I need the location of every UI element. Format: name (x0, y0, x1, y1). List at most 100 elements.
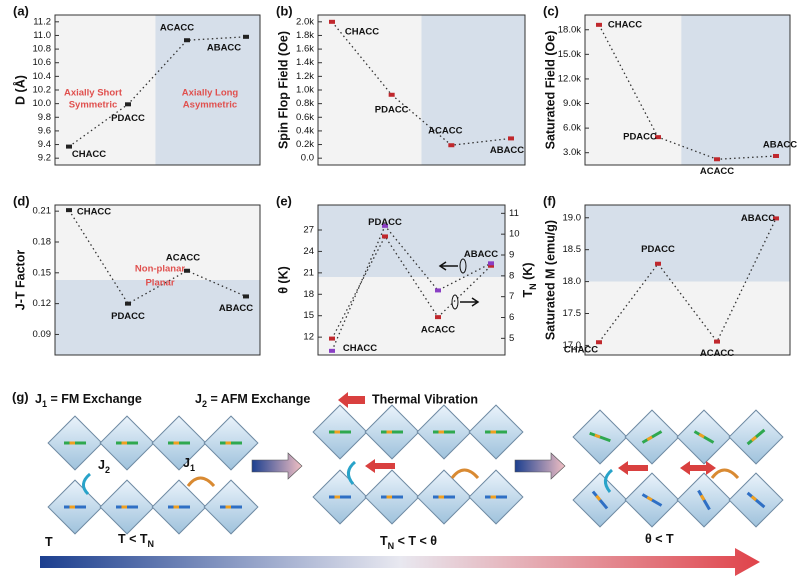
point-label: PDACC (111, 311, 145, 322)
state-label-part: T < T (118, 532, 148, 546)
vibration-arrow (618, 461, 648, 475)
shaded-region (155, 15, 260, 165)
y-tick-label: 0.8k (296, 98, 314, 109)
y2-tick-label: 7 (509, 291, 514, 302)
spin-arrow (594, 433, 601, 439)
y2-axis-title-part: (K) (521, 263, 535, 284)
y-tick-label: 0.6k (296, 112, 314, 123)
shaded-region (681, 15, 790, 165)
shaded-region (585, 205, 790, 282)
plot-frame (317, 204, 506, 356)
y-tick-label: 1.0k (296, 85, 314, 96)
shaded-region (318, 205, 505, 277)
y-tick-label: 0.12 (33, 298, 52, 309)
data-point (184, 268, 190, 273)
y-tick-label: 1.4k (296, 57, 314, 68)
panel-label: (f) (543, 193, 556, 208)
y-tick-label: 9.0k (563, 98, 581, 109)
data-point (773, 216, 779, 221)
y-tick-label: 24 (303, 246, 314, 257)
point-label: ACACC (428, 126, 462, 137)
state-label-part: N (388, 541, 395, 551)
spin-arrow (750, 495, 757, 502)
y-axis-title: Saturated M (emu/g) (543, 220, 557, 340)
j1-label-part: J (183, 456, 190, 470)
panel-label: (a) (13, 3, 29, 18)
spin-arrow (595, 494, 602, 501)
exchange-arrow (710, 468, 740, 480)
y2-tick-label: 5 (509, 333, 514, 344)
y-tick-label: 18 (303, 289, 314, 300)
shaded-region (421, 15, 525, 165)
point-label: PDACC (368, 217, 402, 228)
point-label: ACACC (421, 325, 455, 336)
annotation: Axially Long (182, 88, 239, 99)
data-point (596, 340, 602, 345)
y-tick-label: 0.2k (296, 139, 314, 150)
shaded-region (55, 280, 260, 355)
point-label: PDACC (375, 104, 409, 115)
spin-arrow (699, 494, 706, 501)
plot-frame (584, 204, 791, 356)
transition-arrow (251, 452, 303, 480)
data-point (66, 208, 72, 213)
legend-vibration: Thermal Vibration (372, 392, 478, 406)
y-tick-label: 18.0k (558, 24, 581, 35)
annotation: Planar (145, 278, 174, 289)
point-label: ACACC (160, 23, 194, 34)
y-tick-label: 17.0 (563, 340, 582, 351)
series-line (598, 24, 777, 160)
y2-tick-label: 6 (509, 312, 514, 323)
state-label: θ < T (645, 532, 674, 546)
y-tick-label: 21 (303, 267, 314, 278)
annotation: Asymmetric (183, 100, 237, 111)
y-tick-label: 0.18 (33, 237, 52, 248)
legend-j1-part: J (35, 392, 42, 406)
annotation: Non-planar (135, 264, 185, 275)
point-label: ACACC (166, 252, 200, 263)
vibration-arrow (365, 459, 395, 473)
data-point (125, 301, 131, 306)
point-label: CHACC (564, 345, 598, 356)
data-point (184, 38, 190, 43)
legend-j1: J1 = FM Exchange (35, 392, 142, 409)
y-tick-label: 1.8k (296, 30, 314, 41)
spin-arrow (698, 432, 705, 439)
axis-indicator (460, 297, 480, 307)
data-point (488, 261, 494, 266)
data-point (448, 143, 455, 148)
y-tick-label: 2.0k (296, 16, 314, 27)
series-line (68, 36, 247, 148)
point-label: CHACC (77, 207, 111, 218)
data-point (382, 234, 388, 239)
y-axis-title: Saturated Field (Oe) (543, 31, 557, 150)
y-tick-label: 17.5 (563, 308, 582, 319)
y-tick-label: 15.0k (558, 49, 581, 60)
y-axis-title: Spin Flop Field (Oe) (276, 31, 290, 149)
y2-axis-title-part: T (521, 289, 535, 297)
exchange-arrow (347, 460, 357, 485)
exchange-arrow (186, 476, 216, 488)
data-point (329, 19, 335, 24)
point-label: CHACC (343, 343, 377, 354)
point-label: ACACC (700, 166, 734, 177)
vibration-arrow (338, 392, 365, 408)
spin-arrow (646, 435, 653, 442)
data-point (508, 136, 514, 141)
temperature-arrow (40, 548, 760, 576)
point-label: ABACC (464, 249, 498, 260)
panel-label: (b) (276, 3, 293, 18)
state-label: T < TN (118, 532, 154, 549)
y2-tick-label: 10 (509, 229, 520, 240)
legend-j2: J2 = AFM Exchange (195, 392, 310, 409)
state-label-part: T (45, 535, 53, 549)
j2-label-part: 2 (105, 465, 110, 475)
data-point (655, 261, 661, 266)
y-tick-label: 18.5 (563, 244, 582, 255)
plot-frame (54, 204, 261, 356)
point-label: ABACC (741, 213, 775, 224)
point-label: ABACC (763, 139, 797, 150)
j1-label-part: 1 (190, 463, 195, 473)
data-point (243, 34, 249, 39)
